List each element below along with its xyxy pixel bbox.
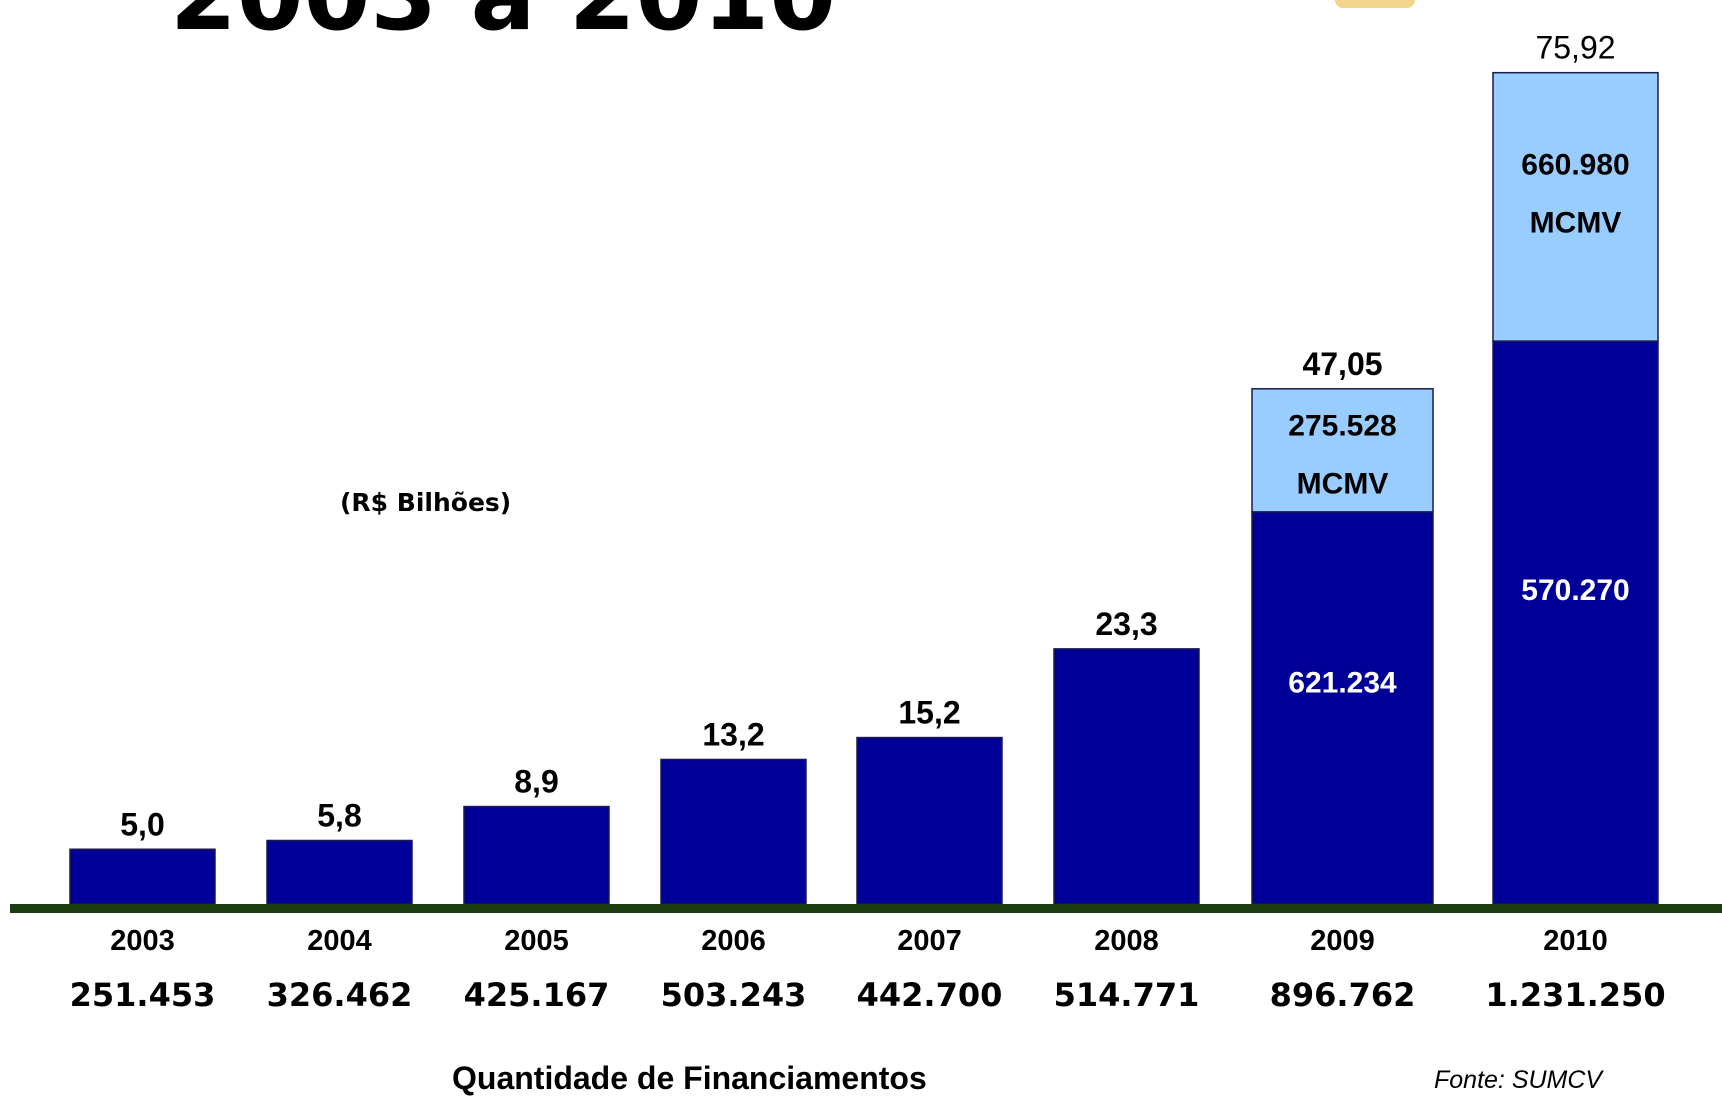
- value-label-2005: 8,9: [514, 764, 558, 800]
- bar-mcmv-2010: [1492, 71, 1659, 342]
- mcmv-count-label-2010: 660.980: [1521, 149, 1629, 182]
- x-tick-label-2005: 2005: [504, 925, 569, 957]
- quantity-label-2003: 251.453: [70, 976, 216, 1014]
- quantity-label-2008: 514.771: [1054, 976, 1200, 1014]
- mcmv-name-label-2010: MCMV: [1530, 207, 1622, 240]
- bar-2003: [69, 848, 216, 905]
- quantity-label-2010: 1.231.250: [1485, 976, 1665, 1014]
- quantity-label-2004: 326.462: [267, 976, 413, 1014]
- bar-2005: [463, 805, 610, 905]
- x-tick-label-2010: 2010: [1543, 925, 1608, 957]
- x-tick-label-2009: 2009: [1310, 925, 1375, 957]
- bar-mcmv-2009: [1251, 388, 1434, 513]
- quantity-label-2007: 442.700: [857, 976, 1003, 1014]
- bar-2008: [1053, 648, 1200, 905]
- value-label-2003: 5,0: [120, 806, 164, 842]
- x-tick-label-2004: 2004: [307, 925, 372, 957]
- bar-2004: [266, 839, 413, 905]
- bar-base-2010: [1492, 340, 1659, 905]
- base-count-label-2010: 570.270: [1521, 574, 1629, 607]
- bar-2007: [856, 736, 1003, 905]
- mcmv-name-label-2009: MCMV: [1297, 468, 1389, 501]
- x-tick-label-2007: 2007: [897, 925, 962, 957]
- mcmv-count-label-2009: 275.528: [1288, 410, 1396, 443]
- quantity-label-2006: 503.243: [661, 976, 807, 1014]
- bar-2006: [660, 758, 807, 905]
- x-tick-label-2006: 2006: [701, 925, 766, 957]
- value-label-2006: 13,2: [702, 716, 764, 752]
- x-axis-line: [10, 904, 1722, 913]
- source-note: Fonte: SUMCV: [1434, 1066, 1603, 1094]
- quantity-label-2009: 896.762: [1270, 976, 1416, 1014]
- value-label-2007: 15,2: [898, 695, 960, 731]
- bar-base-2009: [1251, 511, 1434, 905]
- logo-fragment: [1335, 0, 1415, 8]
- value-label-2009: 47,05: [1302, 346, 1382, 382]
- base-count-label-2009: 621.234: [1288, 666, 1397, 699]
- value-label-2008: 23,3: [1095, 606, 1157, 642]
- chart-title: 2003 a 2010: [170, 0, 836, 44]
- value-label-2010: 75,92: [1535, 30, 1615, 66]
- value-label-2004: 5,8: [317, 797, 361, 833]
- x-tick-label-2008: 2008: [1094, 925, 1159, 957]
- quantity-label-2005: 425.167: [464, 976, 610, 1014]
- unit-label: (R$ Bilhões): [340, 488, 512, 517]
- x-axis-title: Quantidade de Financiamentos: [452, 1060, 927, 1096]
- x-tick-label-2003: 2003: [110, 925, 175, 957]
